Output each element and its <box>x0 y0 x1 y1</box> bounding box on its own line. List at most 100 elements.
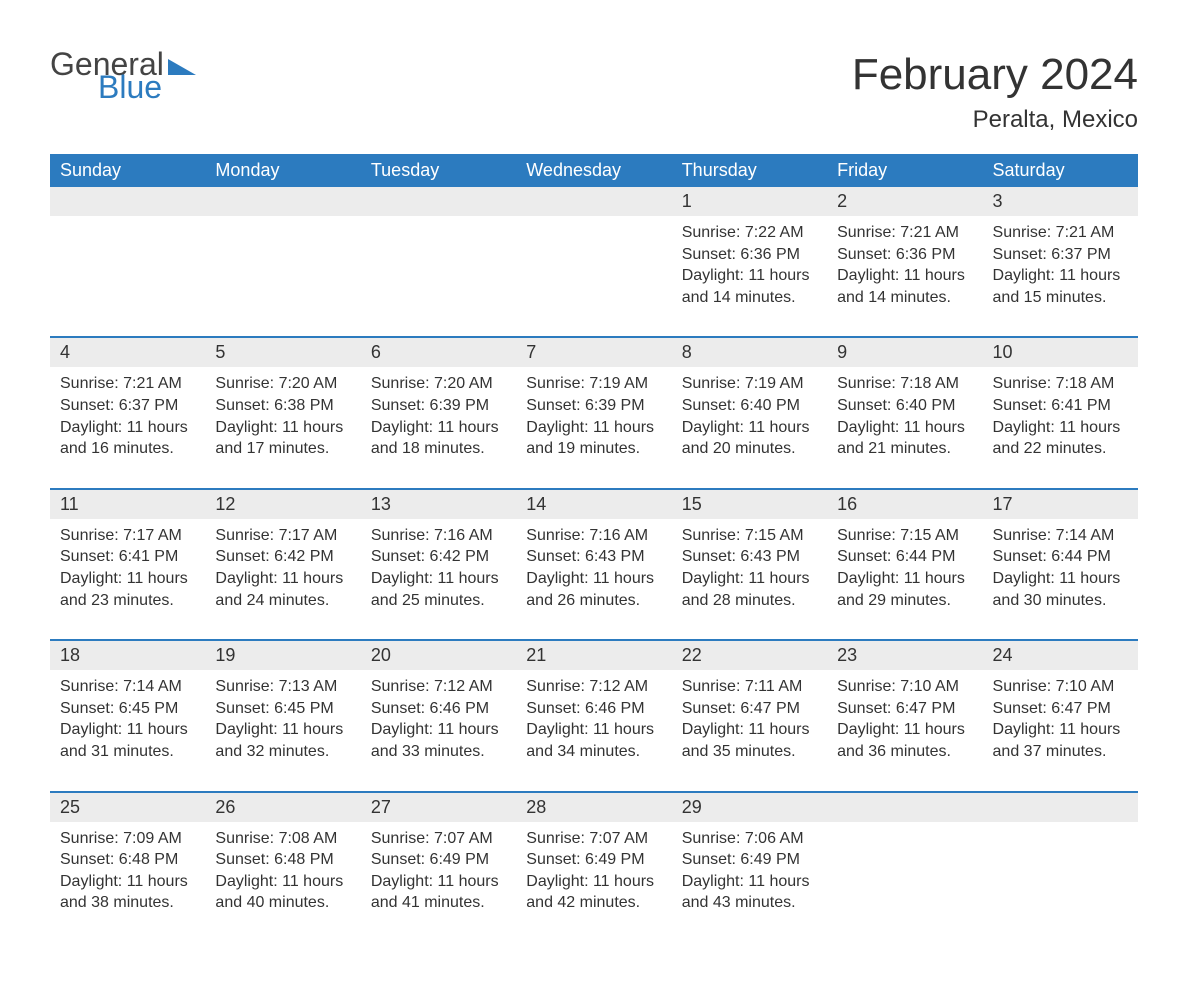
day-body-cell <box>205 216 360 337</box>
sunset-text: Sunset: 6:39 PM <box>371 395 506 417</box>
day-body-cell: Sunrise: 7:22 AMSunset: 6:36 PMDaylight:… <box>672 216 827 337</box>
calendar-table: SundayMondayTuesdayWednesdayThursdayFrid… <box>50 154 1138 942</box>
sunset-text: Sunset: 6:39 PM <box>526 395 661 417</box>
daylight-text: Daylight: 11 hours and 29 minutes. <box>837 568 972 611</box>
day-number-cell: 6 <box>361 338 516 367</box>
sunrise-text: Sunrise: 7:19 AM <box>682 373 817 395</box>
day-number-cell: 13 <box>361 490 516 519</box>
day-number-cell: 23 <box>827 641 982 670</box>
daylight-text: Daylight: 11 hours and 21 minutes. <box>837 417 972 460</box>
day-body-cell <box>361 216 516 337</box>
day-number-cell <box>516 187 671 216</box>
day-body-cell: Sunrise: 7:16 AMSunset: 6:42 PMDaylight:… <box>361 519 516 640</box>
day-body-cell: Sunrise: 7:19 AMSunset: 6:39 PMDaylight:… <box>516 367 671 488</box>
sunset-text: Sunset: 6:41 PM <box>60 546 195 568</box>
day-number-cell: 29 <box>672 793 827 822</box>
sunset-text: Sunset: 6:48 PM <box>60 849 195 871</box>
day-number-cell: 28 <box>516 793 671 822</box>
day-number-cell <box>827 793 982 822</box>
day-body-cell: Sunrise: 7:20 AMSunset: 6:39 PMDaylight:… <box>361 367 516 488</box>
day-number-cell: 14 <box>516 490 671 519</box>
daylight-text: Daylight: 11 hours and 33 minutes. <box>371 719 506 762</box>
day-body-cell <box>827 822 982 942</box>
sunset-text: Sunset: 6:49 PM <box>371 849 506 871</box>
day-body-cell: Sunrise: 7:07 AMSunset: 6:49 PMDaylight:… <box>516 822 671 942</box>
day-body-cell: Sunrise: 7:17 AMSunset: 6:42 PMDaylight:… <box>205 519 360 640</box>
sunrise-text: Sunrise: 7:13 AM <box>215 676 350 698</box>
sunrise-text: Sunrise: 7:09 AM <box>60 828 195 850</box>
day-number-cell: 4 <box>50 338 205 367</box>
sunrise-text: Sunrise: 7:14 AM <box>993 525 1128 547</box>
sunset-text: Sunset: 6:47 PM <box>837 698 972 720</box>
day-body-cell: Sunrise: 7:18 AMSunset: 6:41 PMDaylight:… <box>983 367 1138 488</box>
day-body-cell: Sunrise: 7:21 AMSunset: 6:36 PMDaylight:… <box>827 216 982 337</box>
sunrise-text: Sunrise: 7:19 AM <box>526 373 661 395</box>
daylight-text: Daylight: 11 hours and 34 minutes. <box>526 719 661 762</box>
day-number-cell: 25 <box>50 793 205 822</box>
daylight-text: Daylight: 11 hours and 36 minutes. <box>837 719 972 762</box>
daynum-row: 11121314151617 <box>50 490 1138 519</box>
day-number-cell <box>205 187 360 216</box>
day-number-cell: 5 <box>205 338 360 367</box>
day-body-cell: Sunrise: 7:12 AMSunset: 6:46 PMDaylight:… <box>516 670 671 791</box>
sunset-text: Sunset: 6:44 PM <box>837 546 972 568</box>
day-number-cell: 19 <box>205 641 360 670</box>
title-block: February 2024 Peralta, Mexico <box>852 50 1138 134</box>
sunset-text: Sunset: 6:40 PM <box>682 395 817 417</box>
sunset-text: Sunset: 6:38 PM <box>215 395 350 417</box>
daylight-text: Daylight: 11 hours and 40 minutes. <box>215 871 350 914</box>
sunrise-text: Sunrise: 7:10 AM <box>837 676 972 698</box>
day-body-cell: Sunrise: 7:08 AMSunset: 6:48 PMDaylight:… <box>205 822 360 942</box>
day-body-cell <box>516 216 671 337</box>
sunset-text: Sunset: 6:45 PM <box>60 698 195 720</box>
sunset-text: Sunset: 6:47 PM <box>993 698 1128 720</box>
daylight-text: Daylight: 11 hours and 30 minutes. <box>993 568 1128 611</box>
logo: General Blue <box>50 50 196 102</box>
sunrise-text: Sunrise: 7:17 AM <box>60 525 195 547</box>
day-body-row: Sunrise: 7:09 AMSunset: 6:48 PMDaylight:… <box>50 822 1138 942</box>
sunset-text: Sunset: 6:46 PM <box>371 698 506 720</box>
sunset-text: Sunset: 6:40 PM <box>837 395 972 417</box>
sunrise-text: Sunrise: 7:21 AM <box>837 222 972 244</box>
day-body-cell: Sunrise: 7:17 AMSunset: 6:41 PMDaylight:… <box>50 519 205 640</box>
daylight-text: Daylight: 11 hours and 35 minutes. <box>682 719 817 762</box>
sunrise-text: Sunrise: 7:07 AM <box>371 828 506 850</box>
sunrise-text: Sunrise: 7:16 AM <box>526 525 661 547</box>
sunset-text: Sunset: 6:46 PM <box>526 698 661 720</box>
day-number-cell: 2 <box>827 187 982 216</box>
month-title: February 2024 <box>852 50 1138 100</box>
sunrise-text: Sunrise: 7:16 AM <box>371 525 506 547</box>
day-number-cell: 7 <box>516 338 671 367</box>
day-of-week-header: Thursday <box>672 154 827 187</box>
day-body-cell: Sunrise: 7:07 AMSunset: 6:49 PMDaylight:… <box>361 822 516 942</box>
sunrise-text: Sunrise: 7:20 AM <box>371 373 506 395</box>
day-body-row: Sunrise: 7:14 AMSunset: 6:45 PMDaylight:… <box>50 670 1138 791</box>
day-body-cell: Sunrise: 7:21 AMSunset: 6:37 PMDaylight:… <box>50 367 205 488</box>
day-number-cell: 21 <box>516 641 671 670</box>
day-number-cell: 26 <box>205 793 360 822</box>
daylight-text: Daylight: 11 hours and 42 minutes. <box>526 871 661 914</box>
day-body-cell: Sunrise: 7:21 AMSunset: 6:37 PMDaylight:… <box>983 216 1138 337</box>
sunset-text: Sunset: 6:43 PM <box>526 546 661 568</box>
day-number-cell: 18 <box>50 641 205 670</box>
sunset-text: Sunset: 6:42 PM <box>215 546 350 568</box>
day-of-week-header: Sunday <box>50 154 205 187</box>
sunrise-text: Sunrise: 7:06 AM <box>682 828 817 850</box>
sunrise-text: Sunrise: 7:22 AM <box>682 222 817 244</box>
daylight-text: Daylight: 11 hours and 28 minutes. <box>682 568 817 611</box>
daylight-text: Daylight: 11 hours and 32 minutes. <box>215 719 350 762</box>
logo-blue: Blue <box>98 73 196 102</box>
day-body-cell: Sunrise: 7:11 AMSunset: 6:47 PMDaylight:… <box>672 670 827 791</box>
daylight-text: Daylight: 11 hours and 17 minutes. <box>215 417 350 460</box>
sunrise-text: Sunrise: 7:15 AM <box>682 525 817 547</box>
sunrise-text: Sunrise: 7:10 AM <box>993 676 1128 698</box>
daylight-text: Daylight: 11 hours and 22 minutes. <box>993 417 1128 460</box>
daylight-text: Daylight: 11 hours and 15 minutes. <box>993 265 1128 308</box>
sunset-text: Sunset: 6:49 PM <box>682 849 817 871</box>
daylight-text: Daylight: 11 hours and 38 minutes. <box>60 871 195 914</box>
day-body-cell <box>983 822 1138 942</box>
sunrise-text: Sunrise: 7:18 AM <box>837 373 972 395</box>
sunrise-text: Sunrise: 7:15 AM <box>837 525 972 547</box>
day-number-cell: 16 <box>827 490 982 519</box>
daynum-row: 18192021222324 <box>50 641 1138 670</box>
